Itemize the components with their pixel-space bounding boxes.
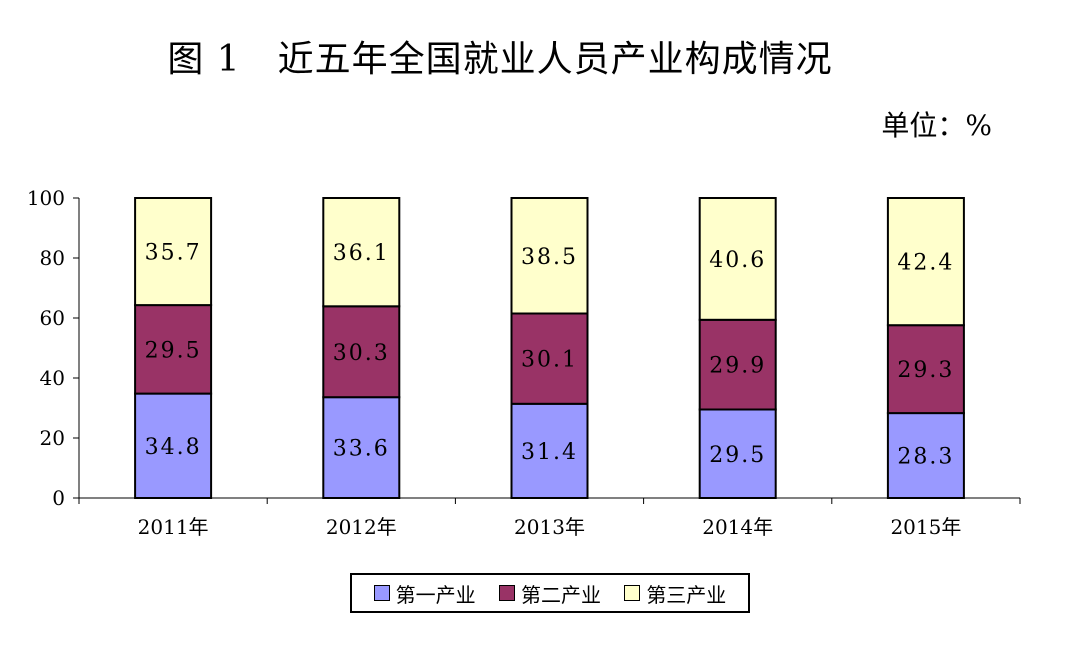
- data-label: 29.5: [145, 338, 202, 363]
- legend-swatch: [498, 585, 515, 601]
- bar-segment: [886, 197, 965, 327]
- data-label: 28.3: [897, 445, 954, 470]
- data-label: 40.6: [709, 248, 766, 273]
- y-tick-label: 80: [40, 246, 65, 270]
- data-label: 35.7: [145, 241, 202, 266]
- data-label: 29.3: [897, 358, 954, 383]
- chart-title: 图 1 近五年全国就业人员产业构成情况: [167, 39, 833, 80]
- bar-segment: [886, 324, 965, 415]
- unit-label: 单位：%: [881, 109, 992, 142]
- bar-segment: [510, 197, 589, 315]
- y-tick-label: 0: [52, 486, 65, 510]
- data-label: 29.5: [709, 443, 766, 468]
- bar-segment: [698, 408, 777, 499]
- bar-segment: [510, 312, 589, 405]
- legend-label: 第一产业: [395, 582, 476, 607]
- bar-segment: [134, 304, 213, 395]
- x-tick-label: 2012年: [326, 515, 397, 539]
- legend-item: 第三产业: [624, 579, 726, 608]
- bars: [134, 197, 965, 500]
- bar-segment: [698, 318, 777, 411]
- bar-segment: [322, 197, 401, 308]
- axes: 0 20 40 60 80 100 2011年 2012年 2013年 2014年 2015年: [27, 186, 1021, 539]
- data-label: 33.6: [333, 437, 390, 462]
- data-label: 34.8: [145, 435, 202, 460]
- x-tick-label: 2014年: [702, 515, 773, 539]
- data-label: 38.5: [521, 245, 578, 270]
- legend-label: 第三产业: [646, 582, 727, 607]
- data-label: 29.9: [709, 354, 766, 379]
- data-label: 30.1: [521, 348, 578, 373]
- y-tick-label: 60: [40, 306, 65, 330]
- bar-segment: [322, 305, 401, 399]
- x-tick-label: 2013年: [514, 515, 585, 539]
- data-label: 36.1: [333, 241, 390, 266]
- legend: 第一产业 第二产业 第三产业: [350, 573, 750, 613]
- legend-swatch: [624, 585, 641, 601]
- bar-segment: [698, 197, 777, 321]
- x-tick-label: 2011年: [138, 515, 209, 539]
- bar-segment: [886, 412, 965, 500]
- legend-swatch: [373, 585, 390, 601]
- legend-label: 第二产业: [520, 582, 601, 607]
- y-tick-label: 100: [27, 186, 65, 210]
- bar-segment: [134, 197, 213, 307]
- y-tick-label: 20: [40, 426, 65, 450]
- data-label: 30.3: [333, 341, 390, 366]
- y-tick-label: 40: [40, 366, 65, 390]
- legend-item: 第二产业: [498, 579, 601, 608]
- data-labels: 34.8 29.5 35.7 33.6 30.3 36.1 31.4 30.1 38.5 29.5…: [145, 241, 954, 470]
- x-tick-label: 2015年: [890, 515, 961, 539]
- bar-segment: [322, 396, 401, 500]
- legend-item: 第一产业: [373, 579, 476, 608]
- data-label: 31.4: [521, 440, 578, 465]
- bar-segment: [510, 402, 589, 499]
- data-label: 42.4: [897, 251, 954, 276]
